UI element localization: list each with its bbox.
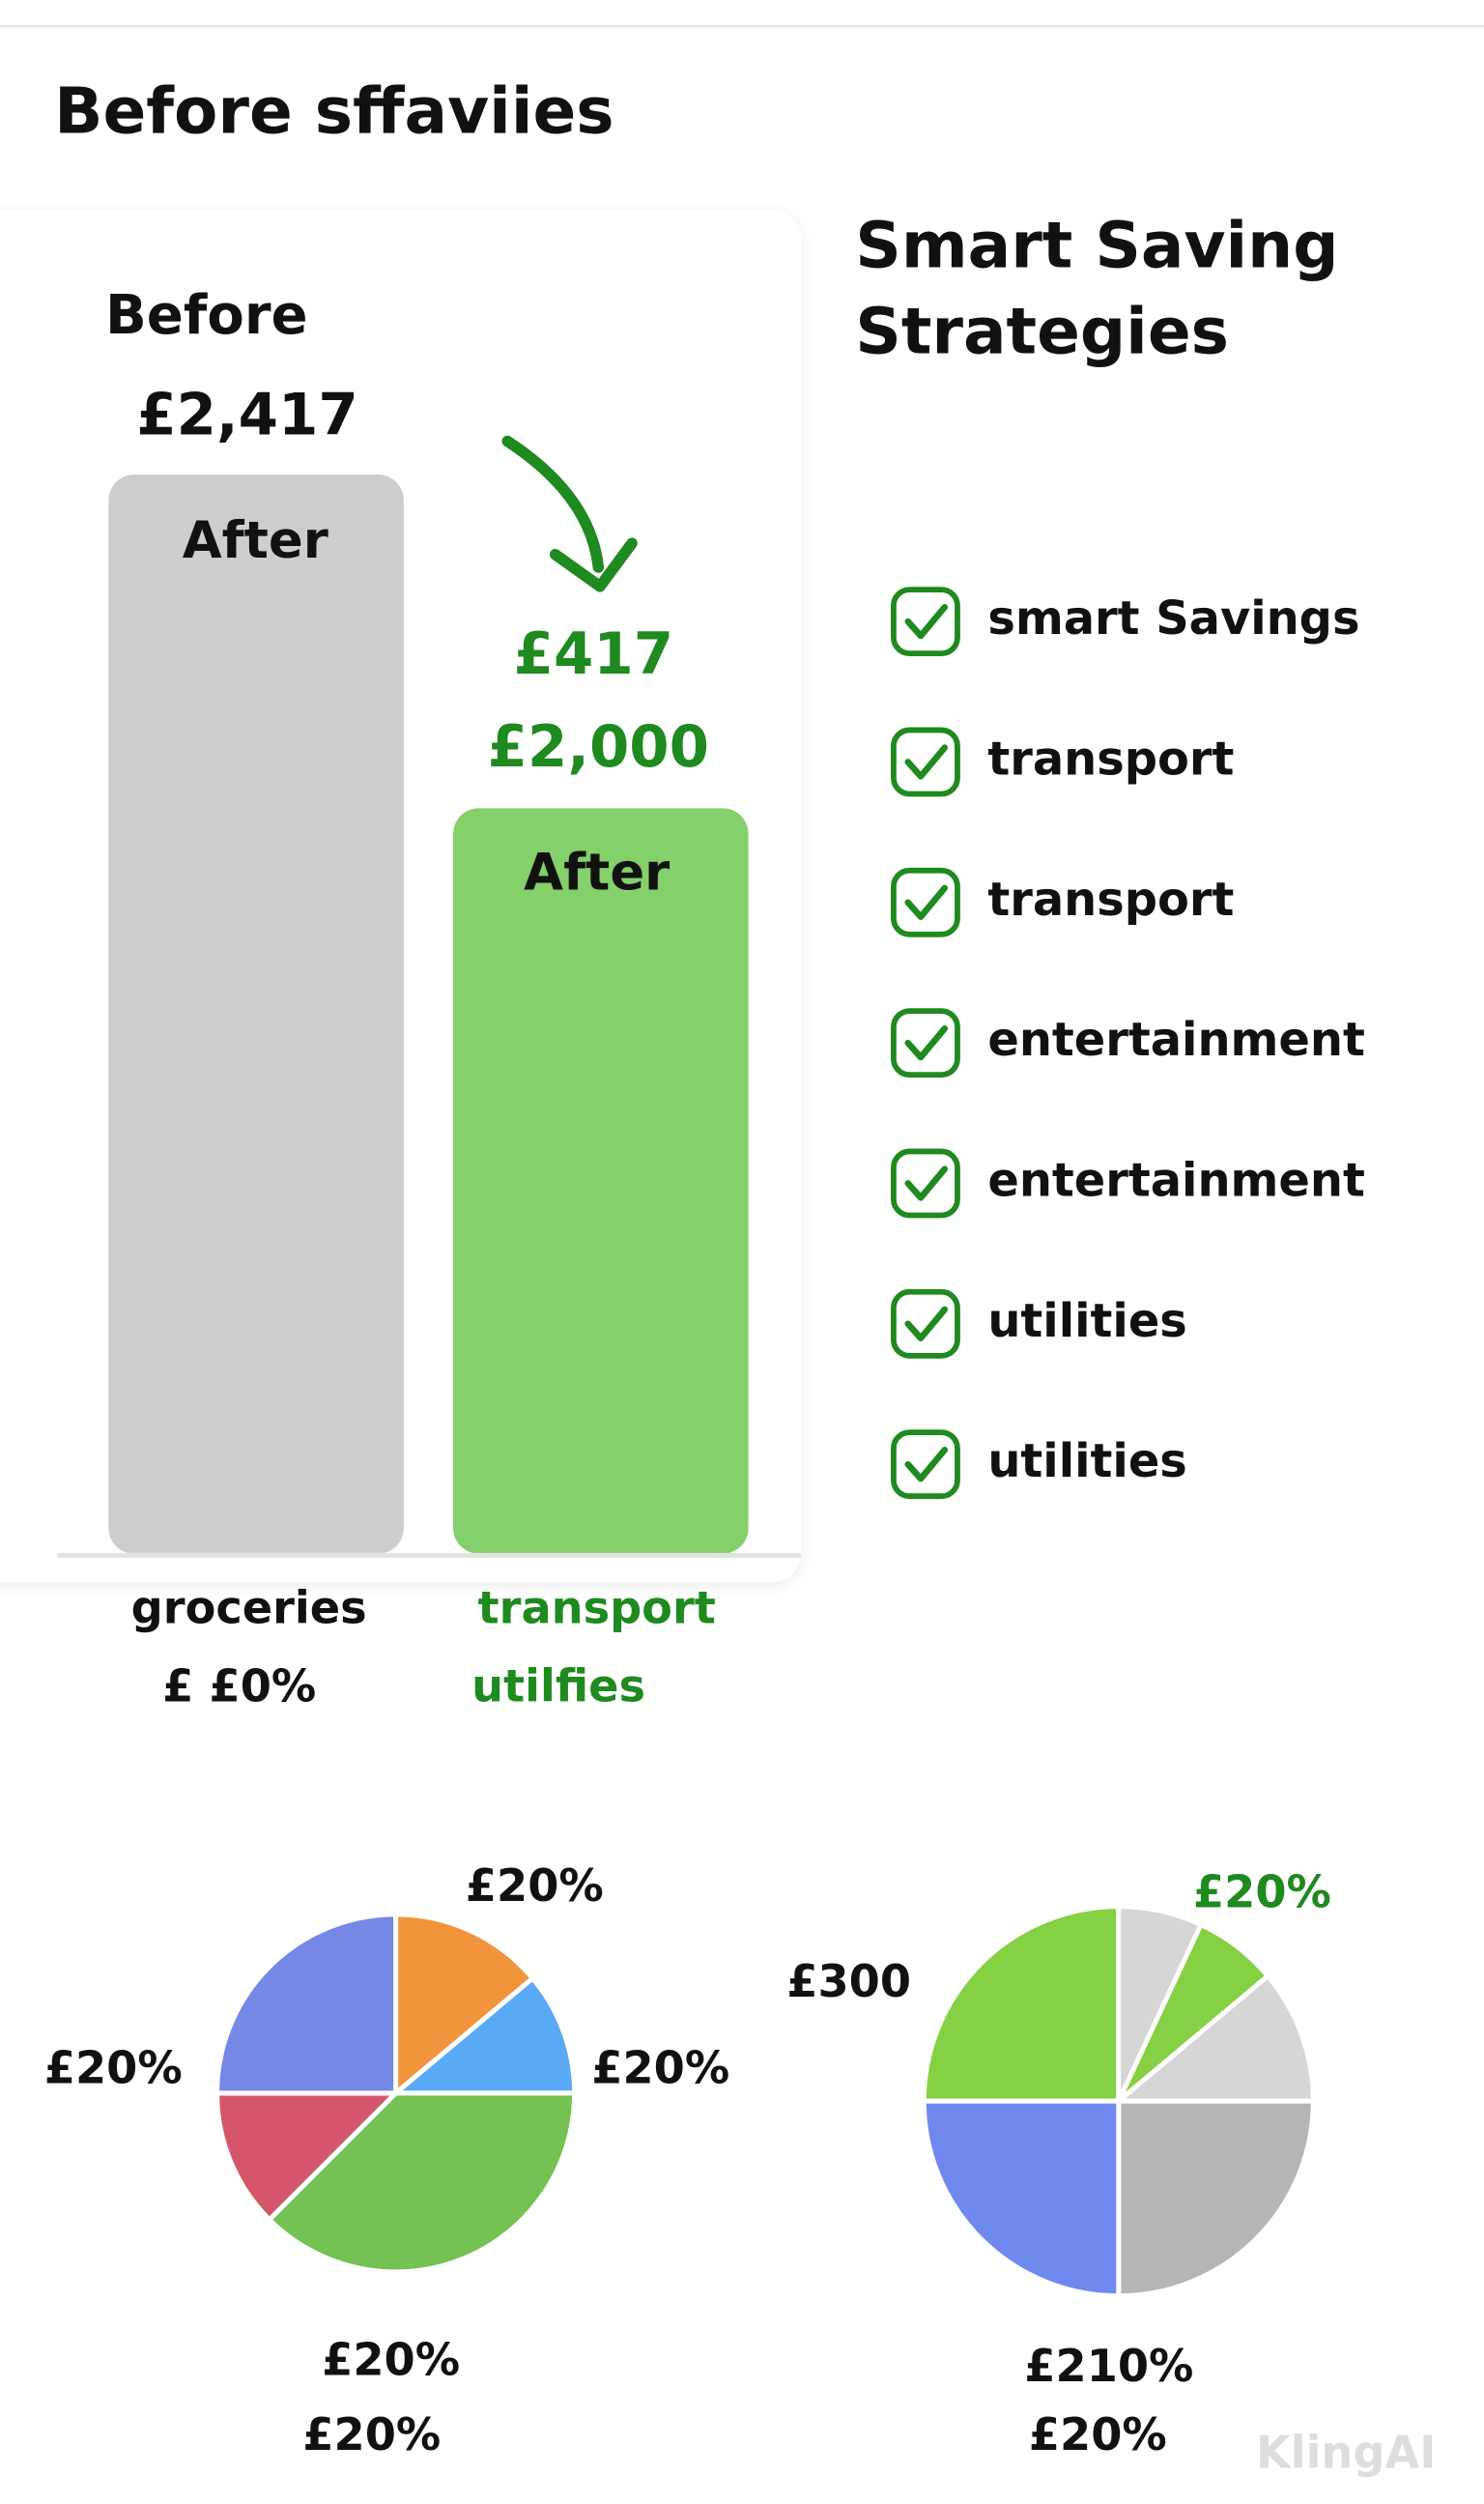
pie-label: £20% bbox=[302, 2408, 441, 2461]
check-mark bbox=[904, 603, 949, 640]
before-amount: £2,417 bbox=[136, 382, 357, 448]
check-box bbox=[891, 1148, 960, 1219]
strategy-item: utilities bbox=[987, 1435, 1186, 1488]
strategy-list: smart Savings transport transport entertain… bbox=[891, 587, 1365, 1500]
check-box bbox=[891, 1429, 960, 1500]
strategy-item: entertainment bbox=[987, 1014, 1365, 1067]
right-sub: utilfies bbox=[471, 1660, 645, 1713]
check-mark bbox=[904, 1446, 949, 1482]
pie-slice bbox=[1116, 2098, 1316, 2299]
pie-label: £20% bbox=[1193, 1866, 1331, 1918]
pie-slice bbox=[214, 1912, 399, 2096]
left-category: groceries bbox=[131, 1582, 367, 1634]
check-box bbox=[891, 867, 960, 937]
page-title: Before sffaviies bbox=[54, 74, 614, 149]
pie-slice bbox=[1111, 1972, 1316, 2104]
before-bar-label: After bbox=[183, 511, 328, 570]
pie-slice bbox=[266, 2090, 578, 2275]
arrow bbox=[501, 435, 605, 573]
watermark: KlingAI bbox=[1256, 2426, 1437, 2478]
after-bar-label: After bbox=[524, 843, 670, 902]
pie-label: £20% bbox=[1029, 2408, 1167, 2461]
check-mark bbox=[904, 744, 949, 780]
pie-slice bbox=[214, 2090, 402, 2224]
pie-label: £20% bbox=[466, 1859, 604, 1912]
pie-label: £300 bbox=[786, 1955, 911, 2007]
strategy-item: smart Savings bbox=[987, 592, 1359, 646]
check-box bbox=[891, 727, 960, 797]
pie-label: £20% bbox=[591, 2041, 729, 2093]
left-sub: £ £0% bbox=[162, 1660, 316, 1713]
check-box bbox=[891, 587, 960, 657]
pie-left bbox=[214, 1912, 578, 2275]
pie-slice bbox=[921, 1904, 1122, 2104]
strategy-item: transport bbox=[987, 733, 1234, 786]
pie-label: £210% bbox=[1024, 2340, 1193, 2392]
strategy-item: transport bbox=[987, 874, 1234, 927]
after-bar bbox=[453, 808, 749, 1554]
pie-slice bbox=[388, 1974, 578, 2096]
check-mark bbox=[904, 1024, 949, 1061]
pie-label: £20% bbox=[44, 2041, 183, 2093]
strategies-title: Strategies bbox=[855, 295, 1229, 369]
pie-slice bbox=[921, 2098, 1122, 2299]
before-bar bbox=[108, 475, 404, 1554]
after-amount: £2,000 bbox=[488, 714, 709, 781]
strategy-item: utilities bbox=[987, 1295, 1186, 1348]
pie-label: £20% bbox=[322, 2334, 460, 2386]
pie-right bbox=[921, 1904, 1316, 2299]
right-category: transport bbox=[478, 1582, 716, 1634]
check-mark bbox=[904, 884, 949, 920]
check-mark bbox=[904, 1166, 949, 1201]
saving-amount: £417 bbox=[514, 621, 673, 688]
arrow-head bbox=[549, 537, 638, 592]
before-label: Before bbox=[105, 284, 308, 347]
check-box bbox=[891, 1008, 960, 1079]
pie-slice bbox=[393, 1912, 536, 2099]
check-box bbox=[891, 1288, 960, 1359]
check-mark bbox=[904, 1306, 949, 1341]
strategies-title: Smart Saving bbox=[855, 208, 1338, 282]
strategy-item: entertainment bbox=[987, 1154, 1365, 1207]
